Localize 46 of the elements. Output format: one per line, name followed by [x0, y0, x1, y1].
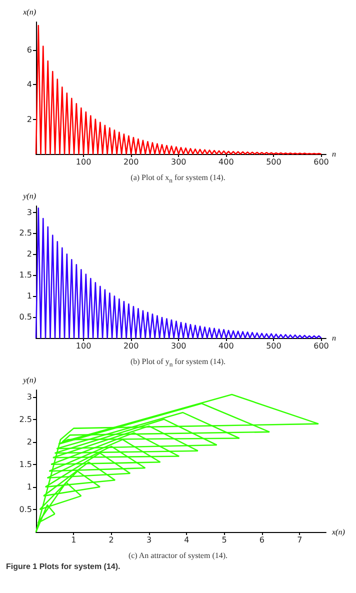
x-tick-label: 7 [297, 536, 302, 544]
y-tick-label: 1.5 [19, 460, 32, 469]
x-tick-label: 6 [259, 536, 265, 544]
x-tick-label: 3 [146, 536, 152, 544]
line-series [35, 24, 322, 155]
x-tick-label: 500 [266, 158, 282, 166]
y-tick-label: 1.5 [19, 270, 32, 280]
y-tick-label: 4 [26, 80, 32, 90]
x-tick-label: 600 [314, 158, 329, 166]
x-tick-label: 1 [71, 536, 76, 544]
y-tick-label: 6 [26, 45, 32, 54]
y-tick-label: 0.5 [19, 312, 32, 322]
x-tick-label: 400 [218, 158, 234, 166]
y-tick-label: 2 [26, 114, 32, 124]
y-tick-label: 1 [26, 292, 32, 301]
y-axis-title: x(n) [22, 8, 36, 16]
x-tick-label: 400 [218, 342, 234, 350]
y-tick-label: 2.5 [19, 228, 32, 238]
x-tick-label: 300 [170, 342, 186, 350]
text: (b) Plot of y$_{n}$ for system (14). [129, 356, 227, 369]
x-tick-label: 500 [266, 342, 282, 350]
y-tick-label: 2 [26, 250, 32, 259]
caption: Figure 1 Plots for system (14). [5, 562, 122, 571]
text: (c) An attractor of system (14). [127, 550, 229, 562]
y-tick-label: 2 [26, 437, 32, 446]
y-tick-label: 1 [26, 482, 32, 492]
y-tick-label: 3 [26, 392, 32, 402]
line-series [35, 207, 322, 339]
x-tick-label: 200 [123, 342, 139, 350]
x-axis-title: x(n) [331, 528, 346, 536]
x-axis-title: n [332, 334, 336, 342]
x-tick-label: 100 [76, 342, 92, 350]
y-tick-label: 0.5 [19, 504, 32, 514]
x-tick-label: 100 [76, 158, 92, 166]
x-tick-label: 600 [314, 342, 329, 350]
y-axis-title: y(n) [22, 376, 36, 384]
text: (a) Plot of x$_{n}$ for system (14). [130, 172, 226, 185]
y-tick-label: 2.5 [19, 414, 32, 424]
y-axis-title: y(n) [22, 192, 36, 200]
x-tick-label: 5 [222, 536, 227, 544]
y-tick-label: 3 [26, 208, 32, 217]
x-tick-label: 4 [184, 536, 190, 544]
x-tick-label: 300 [170, 158, 186, 166]
x-tick-label: 2 [108, 536, 114, 544]
x-tick-label: 200 [123, 158, 139, 166]
x-axis-title: n [332, 150, 336, 158]
